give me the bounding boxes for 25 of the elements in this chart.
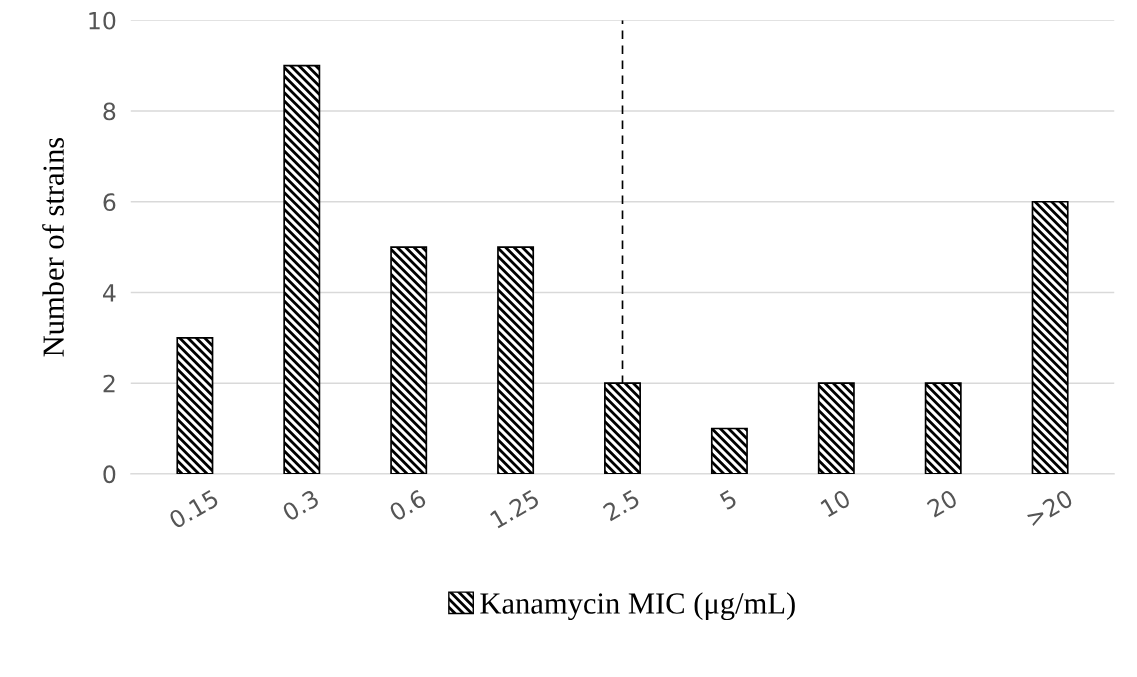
bar xyxy=(817,382,855,474)
x-tick-label: 0.3 xyxy=(281,489,320,522)
bar xyxy=(283,64,321,474)
bar xyxy=(710,427,748,474)
x-tick-label: 10 xyxy=(820,488,852,518)
y-tick-label: 2 xyxy=(103,374,115,393)
x-tick-label: 5 xyxy=(719,489,738,511)
y-tick-label: 10 xyxy=(89,11,116,30)
x-tick-label: 2.5 xyxy=(602,489,641,522)
bar xyxy=(497,246,535,474)
y-tick-label: 0 xyxy=(103,465,116,484)
bar xyxy=(176,336,214,474)
bar xyxy=(924,382,962,474)
x-tick-label: 20 xyxy=(926,488,959,518)
bar xyxy=(390,246,428,474)
y-axis-title: Number of strains xyxy=(42,137,64,357)
x-tick-label: >20 xyxy=(1025,488,1074,528)
x-tick-label: 1.25 xyxy=(489,489,541,529)
y-tick-label: 4 xyxy=(103,284,116,302)
legend-label: Kanamycin MIC (μg/mL) xyxy=(480,592,795,621)
x-tick-label: 0.15 xyxy=(167,489,220,530)
x-tick-label: 0.6 xyxy=(388,488,428,522)
y-tick-label: 8 xyxy=(103,102,116,121)
bar xyxy=(1031,200,1069,474)
y-tick-label: 6 xyxy=(103,193,116,212)
